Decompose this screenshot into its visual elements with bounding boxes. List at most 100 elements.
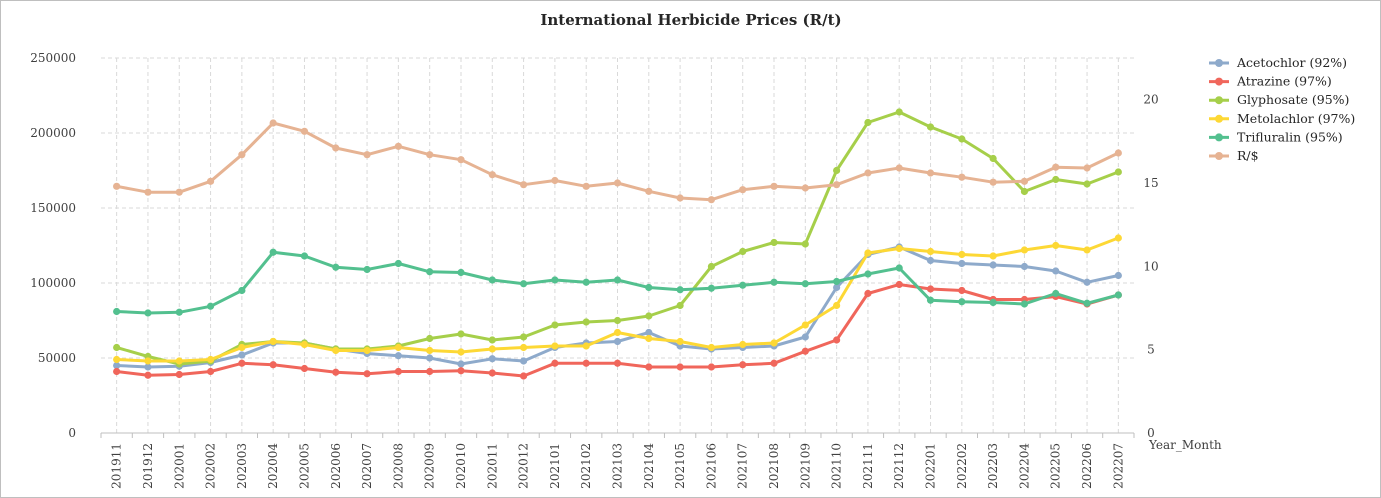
data-point: [113, 361, 121, 370]
data-point: [551, 276, 559, 284]
data-point: [1020, 177, 1029, 185]
y-tick-label: 250000: [30, 51, 76, 65]
data-point: [175, 188, 183, 196]
data-point: [332, 368, 340, 376]
data-point: [206, 367, 215, 376]
data-point: [613, 337, 622, 346]
y-tick-label: 100000: [30, 276, 76, 290]
data-point: [363, 265, 371, 274]
x-tick-label: 202207: [1111, 443, 1125, 489]
data-point: [1052, 163, 1060, 171]
data-point: [394, 259, 402, 268]
data-point: [895, 108, 903, 116]
data-point: [582, 182, 590, 190]
legend-marker: [1215, 152, 1223, 160]
data-point: [426, 346, 434, 355]
data-point: [206, 177, 215, 185]
data-point: [707, 284, 716, 292]
data-point: [551, 359, 559, 367]
data-point: [426, 334, 434, 343]
data-point: [113, 367, 121, 376]
data-point: [739, 186, 747, 194]
data-point: [113, 307, 121, 316]
data-point: [989, 252, 997, 260]
x-tick-label: 201911: [110, 443, 124, 489]
data-point: [175, 370, 183, 379]
data-point: [1020, 262, 1029, 271]
data-point: [770, 339, 778, 347]
data-point: [238, 286, 246, 295]
data-point: [801, 240, 809, 248]
data-point: [238, 359, 246, 367]
y2-tick-label: 20: [1143, 93, 1158, 107]
x-tick-label: 202102: [579, 443, 593, 489]
data-point: [833, 301, 841, 310]
data-point: [926, 256, 935, 265]
chart-title: International Herbicide Prices (R/t): [540, 11, 841, 29]
data-point: [332, 144, 340, 152]
data-point: [144, 357, 152, 365]
data-point: [144, 363, 152, 371]
data-point: [989, 261, 997, 269]
data-point: [426, 367, 434, 376]
data-point: [613, 179, 622, 187]
x-tick-label: 202103: [611, 443, 625, 489]
data-point: [1083, 299, 1091, 307]
data-point: [300, 127, 309, 135]
x-tick-label: 202110: [830, 443, 844, 489]
data-point: [457, 268, 465, 277]
data-point: [676, 301, 684, 310]
data-point: [457, 156, 465, 164]
data-point: [801, 347, 809, 355]
data-point: [895, 264, 903, 272]
y-tick-label: 150000: [30, 201, 76, 215]
data-point: [519, 280, 528, 288]
x-tick-label: 201912: [141, 443, 155, 489]
data-point: [426, 354, 434, 362]
data-point: [175, 308, 183, 316]
x-tick-label: 202008: [391, 443, 405, 489]
data-point: [206, 355, 215, 364]
series-line: [115, 121, 1120, 202]
data-point: [394, 367, 402, 376]
data-point: [645, 312, 653, 320]
legend-label: Metolachlor (97%): [1237, 111, 1355, 126]
data-point: [958, 135, 966, 143]
data-point: [926, 169, 935, 177]
data-point: [363, 370, 371, 378]
data-point: [833, 336, 841, 344]
data-point: [833, 166, 841, 175]
data-point: [864, 249, 872, 257]
data-point: [645, 334, 653, 343]
data-point: [519, 181, 528, 189]
data-point: [144, 188, 152, 196]
data-point: [895, 164, 903, 172]
data-point: [1114, 271, 1122, 280]
data-point: [551, 176, 559, 185]
y2-tick-label: 10: [1143, 259, 1158, 273]
data-point: [864, 169, 872, 177]
data-point: [613, 359, 622, 367]
data-point: [238, 351, 246, 359]
legend-marker: [1215, 77, 1223, 86]
x-tick-label: 202202: [955, 443, 969, 489]
data-point: [707, 262, 716, 271]
data-point: [1052, 267, 1060, 275]
data-point: [582, 342, 590, 350]
data-point: [1114, 234, 1122, 242]
y-tick-label: 0: [68, 426, 76, 440]
data-point: [300, 340, 309, 349]
data-point: [645, 363, 653, 371]
data-point: [488, 171, 496, 179]
data-point: [238, 343, 246, 352]
data-point: [363, 346, 371, 355]
data-point: [238, 151, 246, 159]
x-tick-label: 202203: [986, 443, 1000, 489]
legend-label: Glyphosate (95%): [1237, 92, 1349, 107]
data-point: [519, 372, 528, 380]
data-point: [989, 178, 997, 186]
data-point: [613, 328, 622, 337]
y2-tick-label: 15: [1143, 176, 1158, 190]
data-point: [645, 187, 653, 195]
